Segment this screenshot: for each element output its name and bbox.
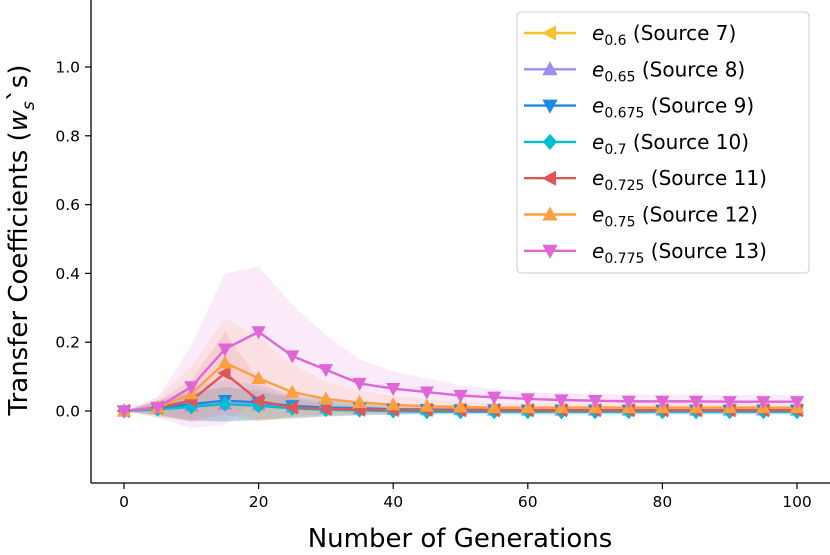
legend-marker-s8 [542, 61, 558, 76]
point-s12-15 [217, 355, 233, 369]
x-ticks: 0 20 40 60 80 100 [119, 483, 812, 511]
legend: e0.6 (Source 7) e0.65 (Source 8) e0.675 (S… [516, 11, 810, 274]
y-ticks: 0.0 0.2 0.4 0.6 0.8 1.0 [55, 59, 91, 421]
point-s11-25 [284, 400, 298, 415]
y-axis-title-main: Transfer Coefficients ( [4, 131, 34, 416]
point-s13-70 [587, 395, 603, 409]
point-s13-75 [621, 395, 636, 409]
point-s10-15 [218, 396, 232, 412]
band-s11 [124, 331, 797, 422]
legend-marker-s12 [542, 206, 558, 221]
point-s12-40 [386, 397, 401, 411]
point-s13-5 [150, 401, 165, 416]
xtick-label-100: 100 [782, 493, 812, 511]
x-axis-title: Number of Generations [308, 524, 613, 554]
point-s13-35 [352, 377, 367, 391]
xtick-label-0: 0 [119, 493, 129, 511]
point-s13-90 [722, 396, 737, 410]
point-s12-25 [285, 384, 300, 398]
point-s11-20 [251, 393, 265, 408]
point-s13-30 [318, 364, 334, 378]
ytick-label-0.4: 0.4 [55, 265, 80, 283]
xtick-label-80: 80 [653, 493, 673, 511]
point-s13-10 [184, 381, 199, 395]
point-s11-15 [217, 366, 231, 381]
point-s13-20 [251, 326, 266, 340]
ytick-label-0: 0.0 [55, 403, 80, 421]
point-s12-55 [487, 400, 502, 414]
point-s12-50 [453, 399, 468, 413]
y-axis-title-tail: `s) [4, 65, 34, 102]
legend-label-s7: e0.6 (Source 7) [592, 21, 736, 49]
xtick-label-20: 20 [249, 493, 269, 511]
xtick-label-60: 60 [518, 493, 538, 511]
y-axis-title-var: w [4, 109, 34, 131]
point-s12-35 [352, 394, 367, 409]
ytick-label-0.2: 0.2 [55, 334, 80, 352]
ytick-label-0.6: 0.6 [55, 196, 80, 214]
legend-label-s13: e0.775 (Source 13) [592, 239, 767, 267]
point-s13-65 [554, 394, 569, 408]
legend-label-s9: e0.675 (Source 9) [592, 94, 754, 122]
point-s11-30 [318, 401, 332, 417]
point-s13-50 [453, 389, 468, 404]
legend-label-s12: e0.75 (Source 12) [592, 203, 758, 231]
point-s13-100 [789, 396, 805, 410]
point-s13-0 [116, 405, 132, 419]
point-s12-45 [419, 398, 434, 412]
legend-marker-s13 [542, 244, 558, 259]
point-s13-85 [688, 395, 704, 409]
legend-marker-s7 [542, 25, 556, 41]
ytick-label-1: 1.0 [55, 59, 80, 77]
point-s13-40 [386, 383, 401, 397]
point-s13-25 [285, 350, 300, 364]
legend-label-s11: e0.725 (Source 11) [592, 166, 767, 194]
legend-marker-s10 [542, 133, 558, 150]
point-s13-15 [217, 343, 233, 357]
y-axis-title-sub: s [19, 101, 39, 110]
point-s12-20 [251, 370, 266, 384]
legend-label-s8: e0.65 (Source 8) [592, 57, 745, 85]
point-s13-80 [655, 395, 670, 409]
point-s13-55 [487, 391, 502, 405]
point-s12-30 [318, 391, 334, 405]
point-s13-95 [756, 396, 771, 410]
point-s12-60 [520, 400, 535, 414]
axes [90, 0, 830, 484]
xtick-label-40: 40 [383, 493, 403, 511]
point-s13-60 [520, 393, 535, 407]
legend-label-s10: e0.7 (Source 10) [592, 130, 749, 158]
legend-marker-s11 [542, 170, 556, 186]
legend-frame [516, 11, 810, 274]
series-markers [116, 326, 805, 420]
y-axis-title: Transfer Coefficients (ws`s) [4, 65, 39, 417]
point-s13-45 [419, 386, 434, 400]
legend-marker-s9 [542, 99, 558, 114]
ytick-label-0.8: 0.8 [55, 127, 80, 145]
